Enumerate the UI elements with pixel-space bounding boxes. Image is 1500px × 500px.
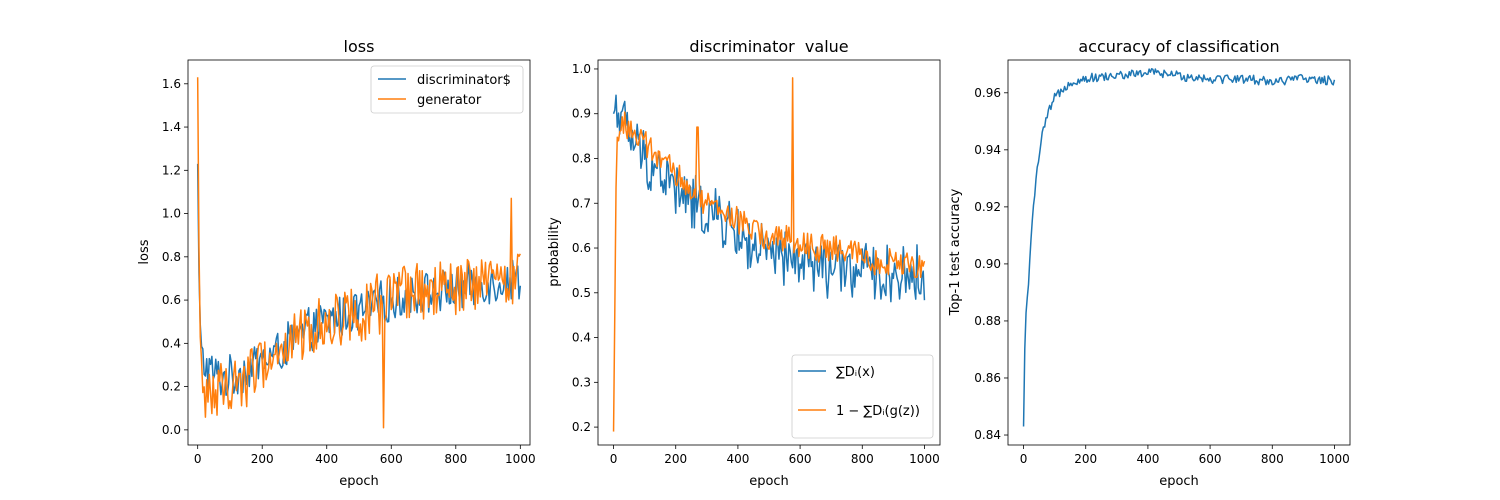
accuracy-x-tick-label: 0 bbox=[1020, 452, 1028, 466]
loss-legend: discriminator$ generator bbox=[370, 65, 524, 114]
loss-y-tick-label: 1.6 bbox=[162, 77, 181, 91]
loss-x-tick-label: 800 bbox=[444, 452, 467, 466]
discriminator-legend-box bbox=[791, 354, 934, 439]
loss-title: loss bbox=[344, 37, 375, 56]
loss-y-tick-label: 0.4 bbox=[162, 336, 181, 350]
accuracy-y-axis-label: Top-1 test accuracy bbox=[948, 188, 963, 316]
discriminator-axes-frame bbox=[597, 59, 941, 446]
discriminator-y-tick-label: 0.6 bbox=[572, 241, 591, 255]
discriminator-x-tick-label: 0 bbox=[610, 452, 618, 466]
loss-y-tick-label: 0.0 bbox=[162, 423, 181, 437]
discriminator-y-tick-label: 0.9 bbox=[572, 107, 591, 121]
discriminator-x-tick-label: 200 bbox=[664, 452, 687, 466]
accuracy-series-line-1 bbox=[1022, 68, 1336, 427]
accuracy-y-tick-label: 0.88 bbox=[974, 314, 1001, 328]
accuracy-panel: accuracy of classification epoch Top-1 t… bbox=[948, 37, 1351, 489]
discriminator-panel: discriminator value epoch probability 0 2… bbox=[547, 37, 941, 489]
accuracy-x-axis-label: epoch bbox=[1159, 474, 1199, 489]
loss-y-tick-label: 1.4 bbox=[162, 120, 181, 134]
accuracy-plot-area bbox=[1022, 68, 1336, 427]
accuracy-x-tick-label: 400 bbox=[1136, 452, 1159, 466]
accuracy-y-tick-label: 0.84 bbox=[974, 428, 1001, 442]
loss-axes-frame bbox=[187, 59, 531, 446]
loss-x-tick-label: 200 bbox=[251, 452, 274, 466]
discriminator-series-line-2 bbox=[612, 77, 926, 432]
discriminator-y-tick-label: 0.5 bbox=[572, 286, 591, 300]
loss-y-tick-label: 0.2 bbox=[162, 380, 181, 394]
loss-y-tick-label: 0.6 bbox=[162, 293, 181, 307]
discriminator-y-axis-label: probability bbox=[547, 217, 562, 287]
loss-x-axis-label: epoch bbox=[339, 474, 379, 489]
discriminator-ticks: 0 200 400 600 800 1000 0.2 0.3 0.4 0.5 0.6 0.7 0.8 0.… bbox=[572, 62, 940, 466]
discriminator-plot-area bbox=[612, 77, 926, 432]
accuracy-x-tick-label: 200 bbox=[1074, 452, 1097, 466]
loss-legend-box bbox=[370, 65, 524, 114]
discriminator-legend-label-real: ∑Dᵢ(x) bbox=[836, 365, 875, 380]
loss-y-tick-label: 1.2 bbox=[162, 163, 181, 177]
loss-series-line-2 bbox=[196, 77, 521, 429]
discriminator-title: discriminator value bbox=[689, 37, 848, 56]
discriminator-legend: ∑Dᵢ(x) 1 − ∑Dᵢ(g(z)) bbox=[791, 354, 934, 439]
loss-x-tick-label: 600 bbox=[380, 452, 403, 466]
accuracy-x-tick-label: 1000 bbox=[1319, 452, 1350, 466]
discriminator-y-tick-label: 0.4 bbox=[572, 331, 591, 345]
discriminator-legend-label-fake: 1 − ∑Dᵢ(g(z)) bbox=[836, 404, 920, 419]
loss-y-axis-label: loss bbox=[137, 239, 152, 264]
accuracy-title: accuracy of classification bbox=[1078, 37, 1279, 56]
accuracy-y-tick-label: 0.90 bbox=[974, 257, 1001, 271]
loss-x-tick-label: 0 bbox=[194, 452, 202, 466]
accuracy-y-tick-label: 0.86 bbox=[974, 371, 1001, 385]
loss-y-tick-label: 1.0 bbox=[162, 207, 181, 221]
accuracy-y-tick-label: 0.92 bbox=[974, 200, 1001, 214]
loss-plot-area bbox=[196, 77, 522, 429]
loss-legend-label-discriminator: discriminator$ bbox=[417, 73, 511, 88]
loss-legend-label-generator: generator bbox=[417, 93, 482, 108]
discriminator-x-tick-label: 400 bbox=[726, 452, 749, 466]
discriminator-y-tick-label: 0.8 bbox=[572, 151, 591, 165]
discriminator-x-tick-label: 600 bbox=[789, 452, 812, 466]
discriminator-y-tick-label: 0.7 bbox=[572, 196, 591, 210]
accuracy-y-tick-label: 0.94 bbox=[974, 143, 1001, 157]
discriminator-x-tick-label: 1000 bbox=[909, 452, 940, 466]
loss-ticks: 0 200 400 600 800 1000 0.0 0.2 0.4 0.6 0.8 1.0 1.2 1.… bbox=[162, 77, 536, 466]
discriminator-y-tick-label: 0.3 bbox=[572, 375, 591, 389]
loss-y-tick-label: 0.8 bbox=[162, 250, 181, 264]
accuracy-ticks: 0 200 400 600 800 1000 0.84 0.86 0.88 0.90 0.92 0.9… bbox=[974, 86, 1349, 466]
discriminator-y-tick-label: 0.2 bbox=[572, 420, 591, 434]
accuracy-axes-frame bbox=[1007, 59, 1351, 446]
accuracy-x-tick-label: 600 bbox=[1199, 452, 1222, 466]
discriminator-x-tick-label: 800 bbox=[851, 452, 874, 466]
loss-panel: loss epoch loss 0 200 400 600 800 10000.00.20… bbox=[137, 37, 536, 489]
loss-x-tick-label: 1000 bbox=[505, 452, 536, 466]
accuracy-x-tick-label: 800 bbox=[1261, 452, 1284, 466]
discriminator-y-tick-label: 1.0 bbox=[572, 62, 591, 76]
accuracy-y-tick-label: 0.96 bbox=[974, 86, 1001, 100]
loss-x-tick-label: 400 bbox=[315, 452, 338, 466]
discriminator-x-axis-label: epoch bbox=[749, 474, 789, 489]
